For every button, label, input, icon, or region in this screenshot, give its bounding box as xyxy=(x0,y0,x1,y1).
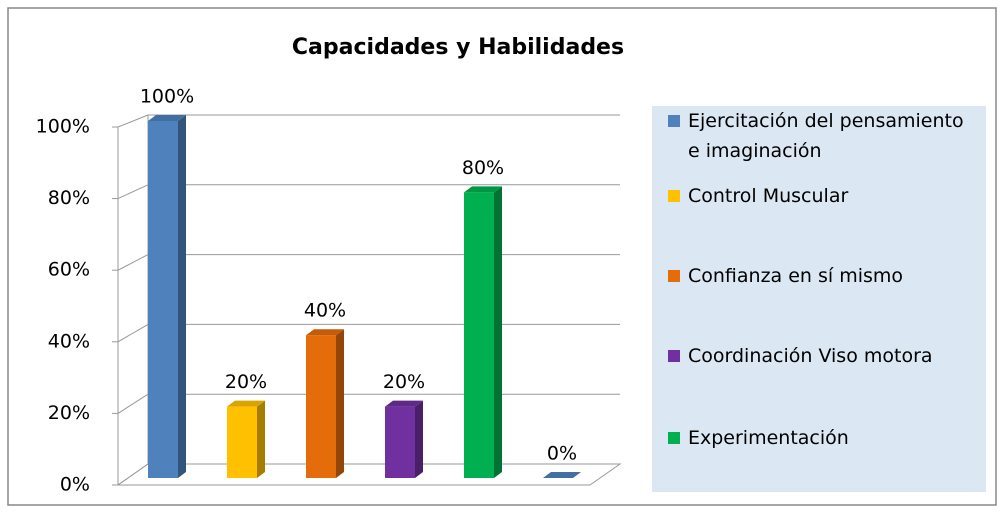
grid-diag xyxy=(117,254,149,271)
bar xyxy=(464,186,502,478)
data-label: 100% xyxy=(140,86,194,108)
bar-face xyxy=(464,192,494,478)
legend-swatch xyxy=(668,432,680,444)
legend-swatch xyxy=(668,190,680,202)
bar-face xyxy=(257,400,265,478)
bar xyxy=(543,472,581,478)
y-tick-label: 100% xyxy=(36,116,90,138)
data-label: 0% xyxy=(547,443,577,465)
bar-face xyxy=(494,186,502,478)
bar-face xyxy=(415,400,423,478)
y-tick-label: 40% xyxy=(48,330,90,352)
y-tick-label: 80% xyxy=(48,187,90,209)
bar-face xyxy=(385,400,423,407)
bar-face xyxy=(306,329,344,336)
legend-item: Confianza en sí mismo xyxy=(668,261,998,291)
bar-face xyxy=(148,121,178,478)
legend-item: Ejercitación del pensamiento e imaginaci… xyxy=(668,106,998,166)
legend: Ejercitación del pensamiento e imaginaci… xyxy=(652,106,986,492)
grid-diag xyxy=(117,184,149,200)
bar-face xyxy=(336,329,344,478)
grid-diag xyxy=(117,114,149,128)
legend-swatch xyxy=(668,270,680,282)
bar xyxy=(385,400,423,478)
y-tick-label: 0% xyxy=(60,474,90,496)
bar-face xyxy=(227,400,265,407)
bar-face xyxy=(227,406,257,478)
grid-diag xyxy=(117,323,149,343)
bar-face xyxy=(148,115,186,121)
data-label: 20% xyxy=(383,371,425,393)
legend-label: Ejercitación del pensamiento e imaginaci… xyxy=(688,110,964,162)
bar-face xyxy=(464,186,502,193)
data-label: 80% xyxy=(462,157,504,179)
legend-item: Experimentación xyxy=(668,423,998,453)
bar xyxy=(227,400,265,478)
y-tick-label: 60% xyxy=(48,259,90,281)
legend-label: Control Muscular xyxy=(688,185,849,207)
legend-item: Control Muscular xyxy=(668,181,998,211)
data-label: 20% xyxy=(225,371,267,393)
grid-diag xyxy=(117,393,149,414)
bar xyxy=(148,115,186,478)
bar-face xyxy=(543,472,581,478)
grid-diag xyxy=(117,463,149,486)
y-tick-label: 20% xyxy=(48,402,90,424)
bar xyxy=(306,329,344,478)
legend-swatch xyxy=(668,115,680,127)
legend-swatch xyxy=(668,350,680,362)
bar-face xyxy=(306,335,336,478)
data-label: 40% xyxy=(304,300,346,322)
legend-item: Coordinación Viso motora xyxy=(668,341,998,371)
legend-label: Coordinación Viso motora xyxy=(688,345,933,367)
chart-title: Capacidades y Habilidades xyxy=(292,35,624,60)
bar-face xyxy=(178,115,186,478)
legend-label: Confianza en sí mismo xyxy=(688,265,904,287)
legend-label: Experimentación xyxy=(688,427,849,449)
bar-face xyxy=(385,406,415,478)
